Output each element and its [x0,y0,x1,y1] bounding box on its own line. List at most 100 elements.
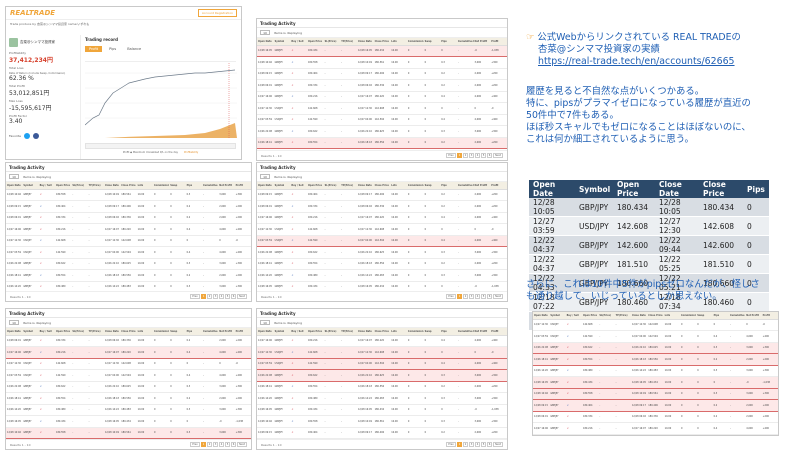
column-header[interactable]: Pips [712,312,729,320]
column-header[interactable]: Symbol [22,182,39,190]
items-select[interactable]: 10 [9,320,19,325]
page-button[interactable]: 2 [207,294,212,299]
column-header[interactable]: Symbol [273,182,291,190]
account-link[interactable]: https://real-trade.tech/en/accounts/6266… [538,56,735,67]
column-header[interactable]: Open Price [581,312,599,320]
column-header[interactable]: Close Date [103,328,121,336]
prev-page-button[interactable]: Prev [446,153,456,158]
page-button[interactable]: 3 [469,153,474,158]
column-header[interactable]: Pips [440,38,457,46]
column-header[interactable]: Swap [423,328,441,336]
column-header[interactable]: Profit [490,38,507,46]
prev-page-button[interactable]: Prev [446,442,456,447]
page-button[interactable]: 1 [457,442,462,447]
column-header[interactable]: Open Date [257,182,274,190]
column-header[interactable]: Commission [679,312,697,320]
prev-page-button[interactable]: Prev [190,442,200,447]
pager[interactable]: Prev 1 2 3 4 5 6 Next [446,153,503,158]
column-header[interactable]: Buy / Sell [38,328,55,336]
column-header[interactable]: Buy / Sell [565,312,582,320]
column-header[interactable]: Commission [406,328,424,336]
column-header[interactable]: Symbol [549,312,566,320]
items-select[interactable]: 10 [9,174,19,179]
column-header[interactable]: Buy / Sell [290,182,307,190]
column-header[interactable]: Cumulative Pips [456,38,474,46]
column-header[interactable]: Close Price [373,38,391,46]
column-header[interactable]: Profit [761,312,778,320]
column-header[interactable]: Commission [152,182,170,190]
column-header[interactable]: Cumulative Pips [201,182,219,190]
page-button[interactable]: 5 [481,294,486,299]
page-button[interactable]: 3 [213,442,218,447]
column-header[interactable]: Buy / Sell [38,182,55,190]
column-header[interactable]: Close Price [120,182,137,190]
page-button[interactable]: 1 [201,294,206,299]
next-page-button[interactable]: Next [493,153,503,158]
chart-scrollbar[interactable] [85,143,236,149]
column-header[interactable]: Open Price [306,38,324,46]
column-header[interactable]: Profit [490,328,507,336]
column-header[interactable]: Symbol [273,328,291,336]
page-button[interactable]: 1 [201,442,206,447]
column-header[interactable]: Lots [390,328,407,336]
items-select[interactable]: 10 [260,320,270,325]
column-header[interactable]: Close Price [373,328,391,336]
column-header[interactable]: Cumulative Pips [456,182,474,190]
page-button[interactable]: 4 [219,442,224,447]
page-button[interactable]: 5 [225,442,230,447]
column-header[interactable]: Close Date [103,182,121,190]
page-button[interactable]: 6 [487,294,492,299]
column-header[interactable]: Lots [136,182,153,190]
column-header[interactable]: Net Profit [218,328,235,336]
column-header[interactable]: Pips [440,182,457,190]
column-header[interactable]: Open Price [54,182,72,190]
page-button[interactable]: 4 [219,294,224,299]
user-name[interactable]: 杏菜@シンママ投資家 [20,39,55,44]
facebook-icon[interactable] [33,133,39,139]
column-header[interactable]: Open Date [257,328,274,336]
column-header[interactable]: Swap [169,182,186,190]
prev-page-button[interactable]: Prev [446,294,456,299]
page-button[interactable]: 1 [457,294,462,299]
column-header[interactable]: SL(Price) [71,328,88,336]
column-header[interactable]: Lots [390,182,407,190]
column-header[interactable]: Open Date [6,328,23,336]
column-header[interactable]: Swap [423,182,441,190]
pager[interactable]: Prev 1 2 3 4 5 6 Next [190,294,247,299]
column-header[interactable]: Close Date [356,38,374,46]
next-page-button[interactable]: Next [493,442,503,447]
tab-profit[interactable]: Profit [85,46,103,52]
column-header[interactable]: TP(Price) [340,328,357,336]
column-header[interactable]: Profit [234,182,251,190]
column-header[interactable]: Open Date [257,38,274,46]
next-page-button[interactable]: Next [237,442,247,447]
page-button[interactable]: 3 [469,442,474,447]
page-button[interactable]: 3 [469,294,474,299]
column-header[interactable]: Commission [152,328,170,336]
column-header[interactable]: Close Price [373,182,391,190]
column-header[interactable]: Open Date [6,182,23,190]
column-header[interactable]: Commission [406,182,424,190]
page-button[interactable]: 1 [457,153,462,158]
page-button[interactable]: 4 [475,294,480,299]
column-header[interactable]: Close Date [356,328,374,336]
column-header[interactable]: TP(Price) [87,328,104,336]
page-button[interactable]: 2 [207,442,212,447]
column-header[interactable]: Net Profit [473,328,491,336]
page-button[interactable]: 2 [463,442,468,447]
tab-pips[interactable]: Pips [109,47,117,51]
favorite-label[interactable]: Favorite [9,134,21,138]
column-header[interactable]: Open Date [533,312,550,320]
column-header[interactable]: Cumulative Pips [201,328,219,336]
column-header[interactable]: Swap [423,38,441,46]
column-header[interactable]: SL(Price) [323,182,341,190]
column-header[interactable]: TP(Price) [614,312,631,320]
column-header[interactable]: Commission [406,38,424,46]
column-header[interactable]: Close Date [356,182,374,190]
pager[interactable]: Prev 1 2 3 4 5 6 Next [446,294,503,299]
page-button[interactable]: 6 [487,442,492,447]
next-page-button[interactable]: Next [237,294,247,299]
column-header[interactable]: Lots [136,328,153,336]
column-header[interactable]: Net Profit [473,38,491,46]
column-header[interactable]: Net Profit [473,182,491,190]
